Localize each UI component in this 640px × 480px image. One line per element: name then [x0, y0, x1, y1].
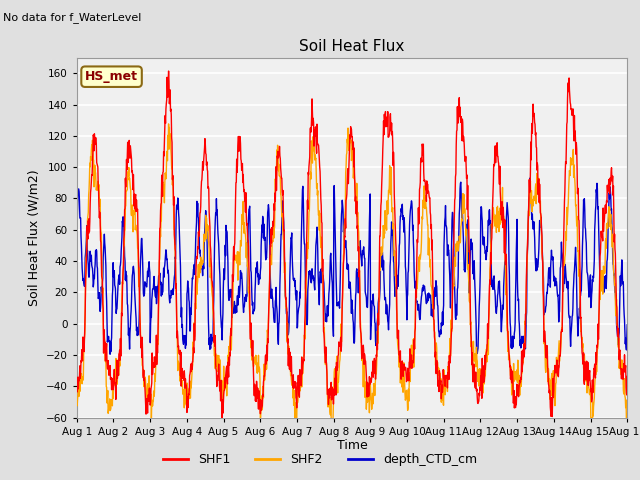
Text: No data for f_WaterLevel: No data for f_WaterLevel: [3, 12, 141, 23]
Text: HS_met: HS_met: [85, 70, 138, 83]
Title: Soil Heat Flux: Soil Heat Flux: [300, 39, 404, 54]
X-axis label: Time: Time: [337, 439, 367, 453]
Legend: SHF1, SHF2, depth_CTD_cm: SHF1, SHF2, depth_CTD_cm: [158, 448, 482, 471]
Y-axis label: Soil Heat Flux (W/m2): Soil Heat Flux (W/m2): [28, 169, 40, 306]
